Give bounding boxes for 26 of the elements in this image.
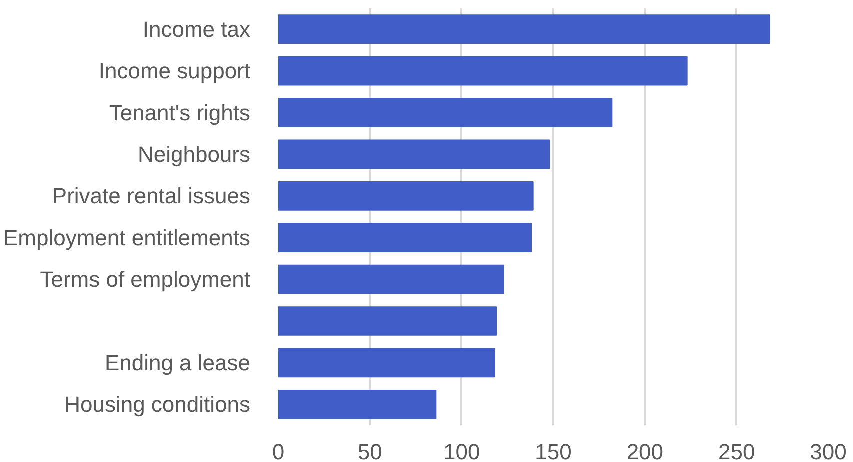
bar <box>278 223 532 253</box>
bar <box>278 390 437 420</box>
x-tick-label: 250 <box>718 440 756 462</box>
x-tick-label: 0 <box>272 440 285 462</box>
x-tick-label: 150 <box>535 440 572 462</box>
bar <box>278 140 550 170</box>
y-tick-label: Income support <box>98 58 251 84</box>
x-tick-label: 50 <box>358 440 382 462</box>
x-tick-label: 100 <box>443 440 480 462</box>
y-tick-label: Tenant's rights <box>109 100 251 126</box>
y-tick-label: Neighbours <box>138 142 250 167</box>
bar <box>278 98 613 128</box>
y-tick-label: Income tax <box>142 16 251 42</box>
bar <box>278 348 496 378</box>
bar <box>278 306 498 336</box>
bar <box>278 14 770 44</box>
bar <box>278 181 534 211</box>
y-tick-label: Ending a lease <box>104 350 251 376</box>
y-tick-label: Housing conditions <box>64 392 251 418</box>
y-tick-label: Private rental issues <box>52 184 251 209</box>
y-tick-label: Employment entitlements <box>4 225 251 250</box>
x-tick-label: 200 <box>626 440 664 462</box>
x-tick-label: 300 <box>810 440 847 462</box>
bar <box>278 264 504 294</box>
y-tick-label: Terms of employment <box>40 267 251 292</box>
bar <box>278 56 688 86</box>
